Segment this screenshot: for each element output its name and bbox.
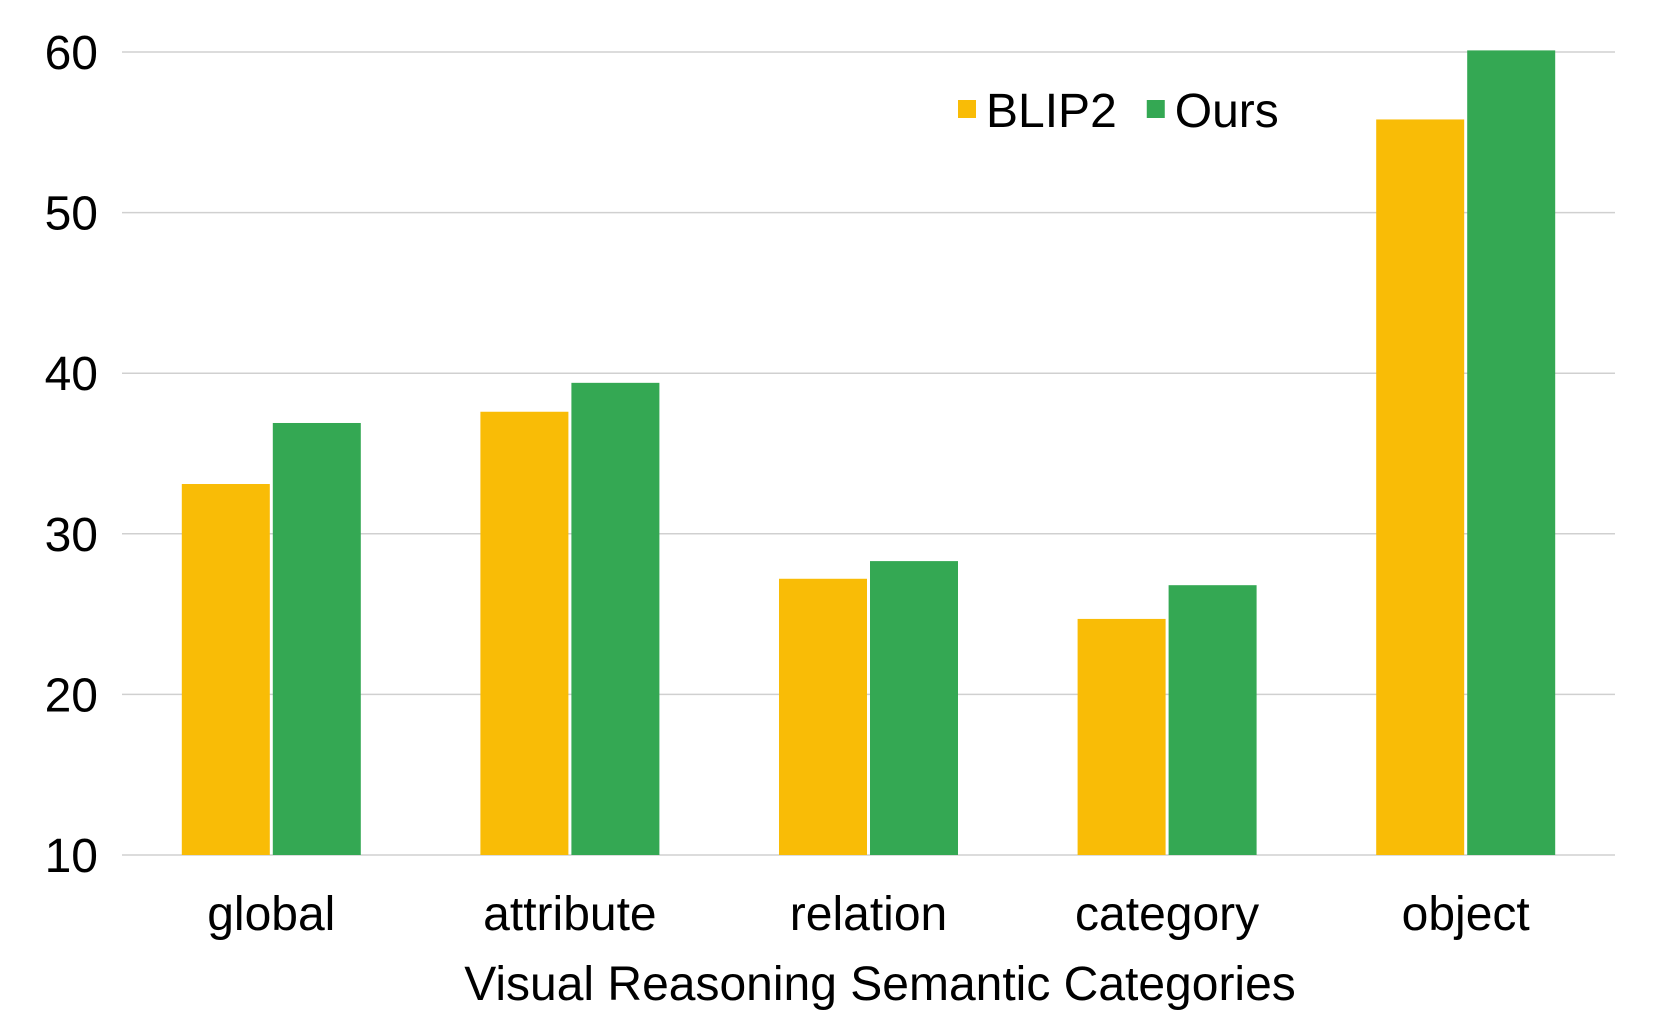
bar-blip2-relation (779, 578, 867, 855)
y-axis-ticks: 10 20 30 40 50 60 (45, 27, 98, 883)
legend-label-blip2: BLIP2 (986, 85, 1117, 138)
x-tick-label-category: category (1075, 888, 1259, 941)
legend-swatch-ours (1146, 100, 1165, 118)
y-tick-label: 50 (45, 188, 98, 241)
x-tick-label-object: object (1402, 888, 1530, 941)
bar-ours-category (1168, 585, 1257, 855)
bar-blip2-global (181, 484, 270, 855)
bar-blip2-object (1376, 119, 1465, 855)
bars (181, 50, 1556, 856)
y-tick-label: 30 (45, 509, 98, 562)
y-tick-label: 20 (45, 669, 98, 722)
legend: BLIP2 Ours (958, 85, 1279, 138)
x-axis-title: Visual Reasoning Semantic Categories (464, 958, 1296, 1011)
y-tick-label: 40 (45, 348, 98, 401)
x-axis-ticks: global attribute relation category object (207, 888, 1530, 941)
bar-blip2-attribute (480, 411, 569, 855)
x-tick-label-attribute: attribute (483, 888, 656, 941)
y-tick-label: 60 (45, 27, 98, 80)
y-tick-label: 10 (45, 830, 98, 883)
legend-label-ours: Ours (1175, 85, 1279, 138)
legend-swatch-blip2 (958, 100, 976, 118)
bar-blip2-category (1077, 618, 1166, 855)
bar-ours-global (272, 422, 361, 855)
x-tick-label-global: global (207, 888, 335, 941)
bar-ours-attribute (571, 382, 660, 855)
gridlines (122, 51, 1615, 856)
x-tick-label-relation: relation (790, 888, 947, 941)
bar-ours-object (1467, 50, 1556, 856)
bar-ours-relation (870, 561, 958, 855)
